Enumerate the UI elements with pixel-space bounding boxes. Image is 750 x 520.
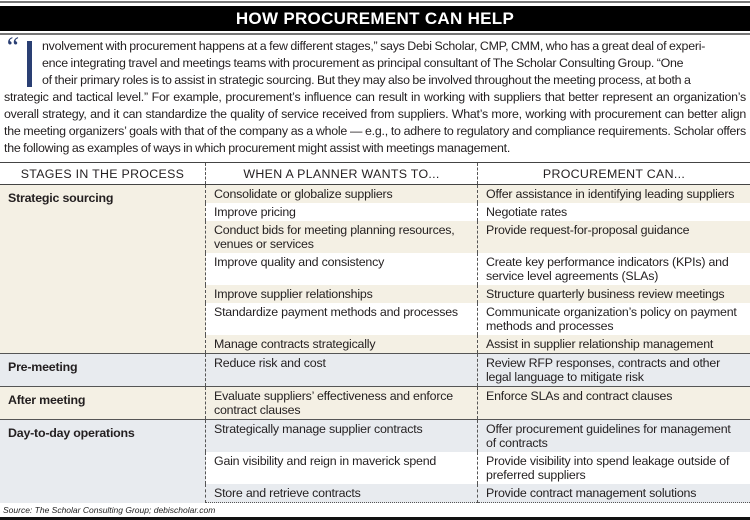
header-procurement-can: PROCUREMENT CAN...	[478, 163, 750, 185]
planner-want-cell: Manage contracts strategically	[206, 335, 478, 354]
planner-want-cell: Conduct bids for meeting planning resour…	[206, 221, 478, 253]
intro-paragraph: “ nvolvement with procurement happens at…	[4, 38, 746, 157]
planner-want-cell: Gain visibility and reign in maverick sp…	[206, 452, 478, 484]
procurement-action-cell: Create key performance indicators (KPIs)…	[478, 253, 750, 285]
source-note: Source: The Scholar Consulting Group; de…	[3, 505, 750, 516]
stage-label: Strategic sourcing	[0, 185, 206, 354]
planner-want-cell: Consolidate or globalize suppliers	[206, 185, 478, 204]
table-header-row: STAGES IN THE PROCESS WHEN A PLANNER WAN…	[0, 163, 750, 185]
intro-line-2: ence integrating travel and meetings tea…	[4, 55, 746, 72]
procurement-action-cell: Communicate organization’s policy on pay…	[478, 303, 750, 335]
stage-label: Day-to-day operations	[0, 420, 206, 503]
stage-label: Pre-meeting	[0, 354, 206, 387]
planner-want-cell: Evaluate suppliers’ effectiveness and en…	[206, 387, 478, 420]
header-stages: STAGES IN THE PROCESS	[0, 163, 206, 185]
page-title: HOW PROCUREMENT CAN HELP	[0, 6, 750, 31]
procurement-action-cell: Offer assistance in identifying leading …	[478, 185, 750, 204]
intro-rest: strategic and tactical level.” For examp…	[4, 89, 746, 157]
header-planner-wants: WHEN A PLANNER WANTS TO...	[206, 163, 478, 185]
top-rule	[0, 1, 750, 3]
procurement-action-cell: Enforce SLAs and contract clauses	[478, 387, 750, 420]
procurement-table: STAGES IN THE PROCESS WHEN A PLANNER WAN…	[0, 162, 750, 503]
procurement-action-cell: Negotiate rates	[478, 203, 750, 221]
planner-want-cell: Improve pricing	[206, 203, 478, 221]
title-rule	[0, 33, 750, 35]
planner-want-cell: Strategically manage supplier contracts	[206, 420, 478, 453]
procurement-action-cell: Structure quarterly business review meet…	[478, 285, 750, 303]
procurement-action-cell: Provide contract management solutions	[478, 484, 750, 503]
procurement-action-cell: Review RFP responses, contracts and othe…	[478, 354, 750, 387]
planner-want-cell: Standardize payment methods and processe…	[206, 303, 478, 335]
planner-want-cell: Improve quality and consistency	[206, 253, 478, 285]
planner-want-cell: Improve supplier relationships	[206, 285, 478, 303]
procurement-action-cell: Offer procurement guidelines for managem…	[478, 420, 750, 453]
procurement-action-cell: Provide visibility into spend leakage ou…	[478, 452, 750, 484]
drop-cap-i	[27, 41, 32, 87]
planner-want-cell: Store and retrieve contracts	[206, 484, 478, 503]
open-quote-mark: “	[4, 34, 19, 62]
stage-label: After meeting	[0, 387, 206, 420]
planner-want-cell: Reduce risk and cost	[206, 354, 478, 387]
procurement-action-cell: Provide request-for-proposal guidance	[478, 221, 750, 253]
intro-line-1: nvolvement with procurement happens at a…	[4, 38, 746, 55]
procurement-action-cell: Assist in supplier relationship manageme…	[478, 335, 750, 354]
intro-line-3: of their primary roles is to assist in s…	[4, 72, 746, 89]
